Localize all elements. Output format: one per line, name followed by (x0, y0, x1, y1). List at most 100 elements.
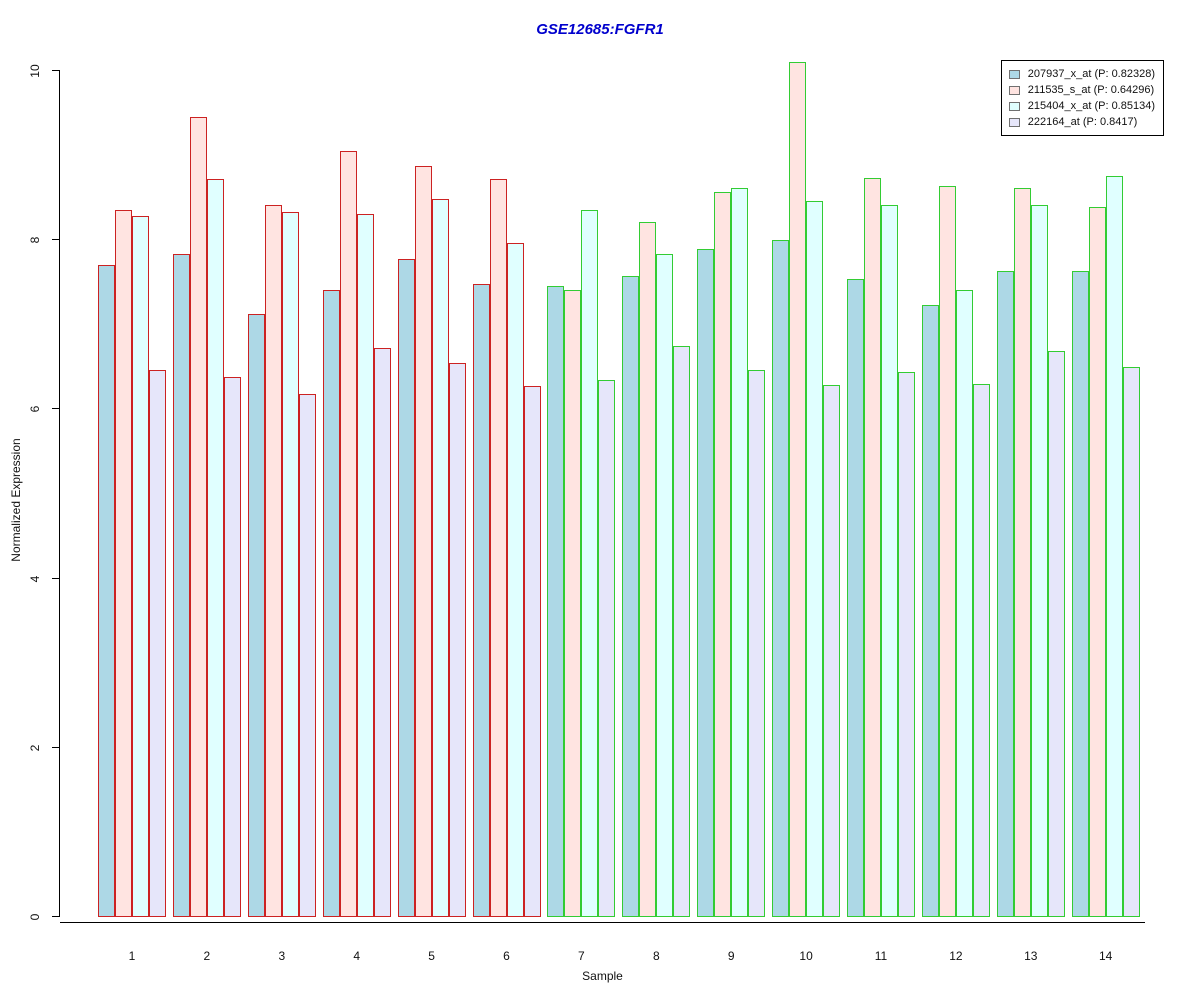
bar-group (247, 59, 316, 917)
bar (772, 240, 790, 917)
bar (697, 249, 715, 917)
bar (564, 290, 582, 917)
x-tick-label: 7 (578, 949, 585, 963)
bar (223, 377, 241, 917)
bar (506, 242, 524, 917)
bar (298, 394, 316, 917)
bar (847, 279, 864, 917)
legend-item: 222164_at (P: 0.8417) (1008, 114, 1155, 130)
legend-swatch-icon (1008, 101, 1020, 111)
bar (938, 185, 956, 917)
y-tick-label: 2 (28, 744, 42, 752)
bar (622, 275, 640, 917)
x-tick-label: 13 (1024, 949, 1038, 963)
bar (414, 166, 432, 917)
bar-group (547, 59, 616, 917)
bar (431, 198, 449, 917)
x-tick-label: 6 (503, 949, 510, 963)
chart-title: GSE12685:FGFR1 (536, 21, 664, 38)
legend-label: 207937_x_at (P: 0.82328) (1027, 68, 1155, 80)
legend-label: 211535_s_at (P: 0.64296) (1027, 84, 1155, 96)
bar (448, 362, 466, 917)
bar-group (996, 59, 1065, 917)
bar (189, 117, 207, 917)
bar (806, 201, 824, 917)
bar (356, 213, 374, 917)
bar-group (397, 59, 466, 917)
x-axis-line (60, 922, 1145, 923)
bar (547, 285, 565, 917)
bar (281, 212, 299, 917)
bar (881, 205, 898, 917)
bar (1047, 350, 1065, 917)
legend-item: 207937_x_at (P: 0.82328) (1008, 66, 1155, 82)
legend: 207937_x_at (P: 0.82328) 211535_s_at (P: … (1000, 60, 1164, 136)
bar-group (322, 59, 391, 917)
bar (472, 284, 490, 917)
legend-item: 211535_s_at (P: 0.64296) (1008, 82, 1155, 98)
legend-swatch-icon (1008, 117, 1020, 127)
bar (921, 305, 939, 917)
x-tick-label: 14 (1099, 949, 1113, 963)
bar-group (697, 59, 766, 917)
x-tick-label: 11 (874, 949, 888, 963)
bar (172, 253, 190, 917)
y-axis-title: Normalized Expression (9, 438, 23, 562)
bar (132, 216, 149, 917)
bar (339, 151, 357, 917)
x-tick-label: 9 (727, 949, 735, 963)
bar (864, 178, 881, 917)
bar (955, 290, 973, 917)
bar-group (98, 59, 166, 917)
bar (1013, 188, 1031, 917)
bar (264, 204, 282, 917)
bar (523, 385, 541, 917)
legend-label: 215404_x_at (P: 0.85134) (1027, 100, 1155, 112)
x-tick-label: 4 (353, 949, 361, 963)
y-tick (52, 239, 60, 241)
bar (397, 258, 415, 917)
y-tick (52, 746, 60, 748)
bar (206, 179, 224, 917)
bar (996, 271, 1014, 917)
x-tick-label: 5 (428, 949, 435, 963)
y-tick (52, 577, 60, 579)
bar (1030, 204, 1048, 917)
y-tick (52, 69, 60, 71)
legend-label: 222164_at (P: 0.8417) (1027, 116, 1138, 128)
bar (789, 62, 807, 917)
bar (639, 222, 657, 917)
bar (598, 379, 616, 917)
legend-item: 215404_x_at (P: 0.85134) (1008, 98, 1155, 114)
bar-group (622, 59, 691, 917)
plot-area: Sample 0 2 4 6 8 10 1 2 3 4 5 6 7 8 9 10 11 12 13 14 (28, 59, 1145, 983)
bar-group (172, 59, 241, 917)
bar-group (847, 59, 915, 917)
x-tick-label: 2 (203, 949, 211, 963)
x-tick-label: 10 (799, 949, 813, 963)
y-tick-label: 6 (28, 405, 42, 413)
y-tick-label: 10 (28, 64, 42, 78)
bar (1071, 270, 1089, 917)
bar (98, 265, 115, 917)
bar (898, 372, 915, 917)
y-tick (52, 916, 60, 917)
bar-group (1071, 59, 1140, 917)
x-tick-label: 1 (128, 949, 136, 963)
bar (673, 345, 691, 917)
y-tick-label: 0 (28, 913, 42, 921)
bar (1105, 175, 1123, 917)
bar-group (772, 59, 841, 917)
bar (373, 348, 391, 917)
bar (581, 209, 599, 917)
bar (731, 187, 749, 917)
bar (149, 370, 166, 917)
x-tick-label: 8 (652, 949, 660, 963)
bar (1122, 367, 1140, 917)
bar (972, 383, 990, 917)
bar-group (472, 59, 541, 917)
x-tick-label: 12 (949, 949, 963, 963)
bar (656, 253, 674, 917)
bar (115, 209, 132, 917)
